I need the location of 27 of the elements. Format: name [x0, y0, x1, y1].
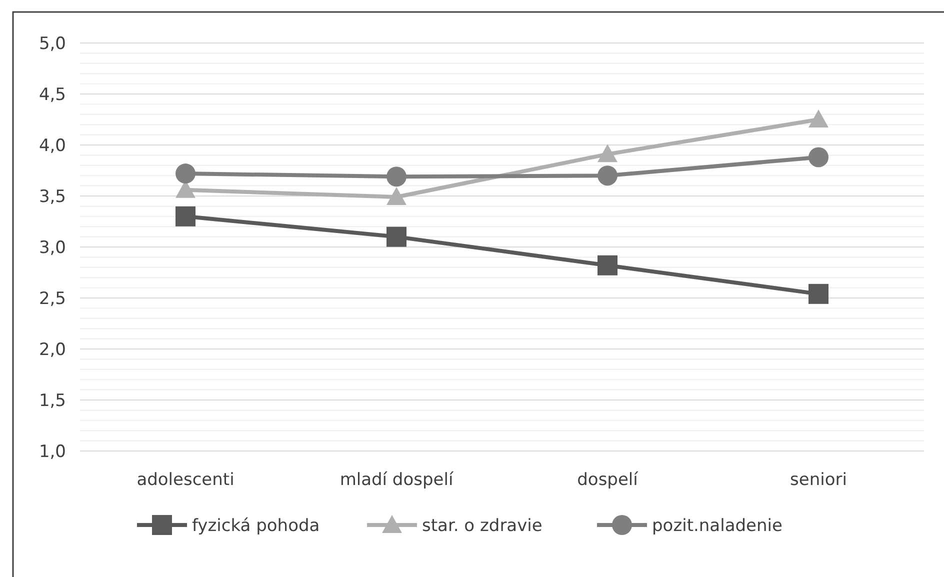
y-tick-label: 3,5 [38, 186, 66, 207]
point [386, 187, 406, 206]
y-tick-label: 1,5 [38, 390, 66, 411]
x-tick-label: mladí dospelí [340, 470, 454, 490]
point [386, 226, 406, 247]
y-tick-label: 4,5 [38, 84, 66, 105]
point [176, 164, 196, 184]
point [598, 144, 618, 162]
point [176, 206, 196, 226]
x-tick-label: seniori [790, 470, 847, 490]
y-tick-label: 3,0 [38, 238, 66, 258]
x-tick-label: adolescenti [136, 470, 234, 490]
point [598, 255, 618, 276]
x-tick-label: dospelí [577, 470, 640, 490]
y-tick-label: 5,0 [38, 34, 66, 54]
point [386, 166, 406, 187]
point [808, 284, 828, 304]
y-tick-label: 1,0 [38, 442, 66, 462]
y-tick-label: 4,0 [38, 136, 66, 156]
legend-label: star. o zdravie [422, 516, 542, 536]
legend-label: fyzická pohoda [192, 516, 320, 536]
y-tick-label: 2,5 [38, 288, 66, 309]
y-tick-label: 2,0 [38, 340, 66, 360]
legend-label: pozit.naladenie [652, 516, 782, 536]
point [808, 110, 828, 128]
point [808, 147, 828, 168]
point [598, 166, 618, 186]
